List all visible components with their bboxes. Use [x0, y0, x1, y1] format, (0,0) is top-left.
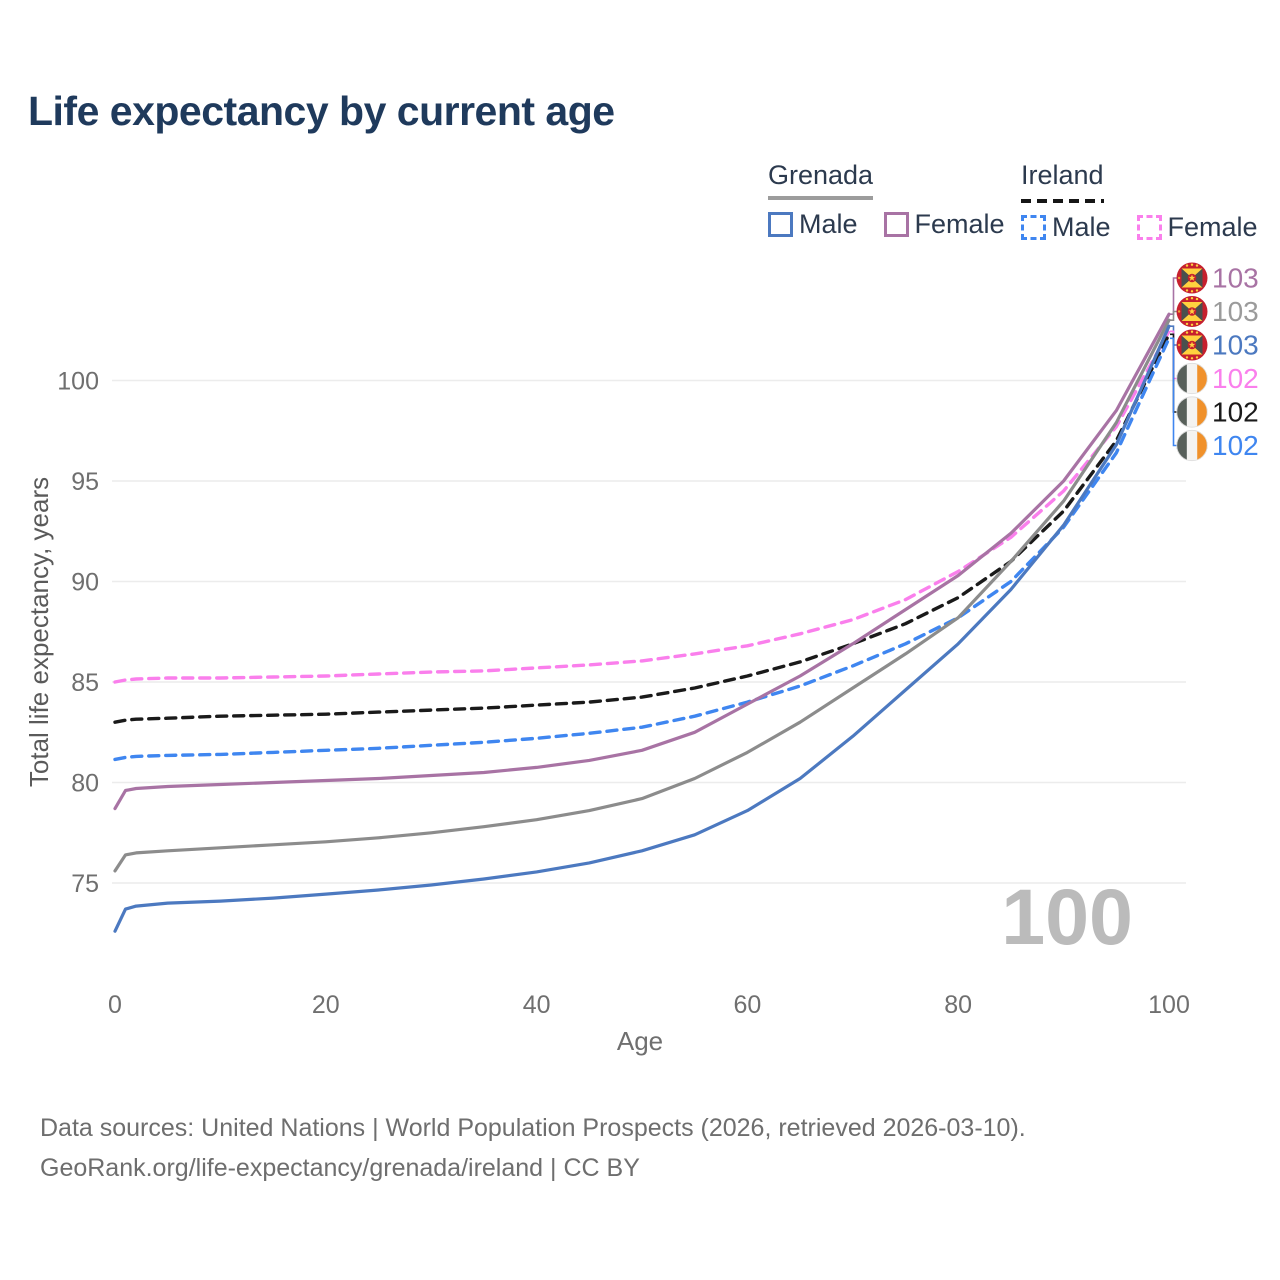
legend-label-grenada-female[interactable]: Female [914, 209, 1005, 239]
page-title: Life expectancy by current age [28, 88, 615, 134]
legend-swatch-grenada-male[interactable] [768, 212, 793, 237]
y-tick-85: 85 [71, 669, 99, 697]
ireland-flag-icon [1177, 363, 1208, 394]
gridlines [112, 379, 1186, 884]
leader-grenada-total [1170, 310, 1177, 321]
x-tick-80: 80 [944, 991, 972, 1019]
end-value-grenada-male: 103 [1212, 330, 1259, 361]
legend-ireland-underline [1021, 199, 1104, 203]
footer-data-sources: Data sources: United Nations | World Pop… [40, 1114, 1026, 1142]
axis-ticks: 75 80 85 90 95 100 0 20 40 60 80 100 [57, 368, 1190, 1020]
footer: Data sources: United Nations | World Pop… [40, 1108, 1026, 1188]
y-tick-95: 95 [71, 468, 99, 496]
legend-group-ireland: Ireland Male Female [1021, 160, 1258, 243]
legend-swatch-ireland-male[interactable] [1021, 215, 1046, 240]
grenada-flag-icon [1176, 329, 1208, 361]
series-line-grenada-male[interactable] [113, 324, 1171, 933]
x-tick-20: 20 [312, 991, 340, 1019]
legend-label-ireland-female[interactable]: Female [1167, 212, 1258, 242]
ireland-flag-icon [1177, 397, 1208, 428]
end-value-grenada-total: 103 [1212, 296, 1259, 327]
end-label-leaders [1170, 277, 1177, 447]
end-value-grenada-female: 103 [1212, 263, 1259, 294]
x-tick-60: 60 [733, 991, 761, 1019]
end-value-ireland-male: 102 [1212, 430, 1259, 461]
ireland-flag-icon [1177, 430, 1208, 461]
series-line-ireland-total[interactable] [113, 332, 1171, 724]
legend-group-grenada: Grenada Male Female [768, 160, 1005, 240]
legend-swatch-ireland-female[interactable] [1136, 215, 1162, 240]
legend-country-ireland[interactable]: Ireland [1021, 160, 1104, 190]
y-tick-80: 80 [71, 770, 99, 798]
grenada-flag-icon [1176, 296, 1208, 327]
y-tick-100: 100 [57, 368, 99, 396]
end-value-ireland-female: 102 [1212, 363, 1259, 394]
series-line-ireland-female[interactable] [113, 329, 1171, 684]
y-tick-75: 75 [71, 870, 99, 898]
x-tick-100: 100 [1148, 991, 1190, 1019]
leader-ireland-male [1170, 337, 1177, 447]
x-tick-40: 40 [523, 991, 551, 1019]
series-line-grenada-female[interactable] [113, 312, 1171, 811]
watermark-age: 100 [1001, 872, 1133, 961]
x-axis-title: Age [617, 1026, 663, 1056]
legend-swatch-grenada-female[interactable] [883, 212, 909, 237]
end-value-ireland-total: 102 [1212, 397, 1259, 428]
legend-label-ireland-male[interactable]: Male [1052, 212, 1111, 242]
x-tick-0: 0 [108, 991, 122, 1019]
footer-attribution: GeoRank.org/life-expectancy/grenada/irel… [40, 1154, 640, 1182]
legend-label-grenada-male[interactable]: Male [799, 209, 858, 239]
series-line-ireland-male[interactable] [113, 336, 1171, 762]
grenada-flag-icon [1176, 262, 1208, 294]
series-lines [113, 312, 1171, 933]
leader-grenada-female [1170, 277, 1177, 315]
y-axis-title: Total life expectancy, years [24, 477, 54, 787]
legend-country-grenada[interactable]: Grenada [768, 160, 874, 200]
y-tick-90: 90 [71, 569, 99, 597]
series-line-grenada-total[interactable] [113, 318, 1171, 873]
